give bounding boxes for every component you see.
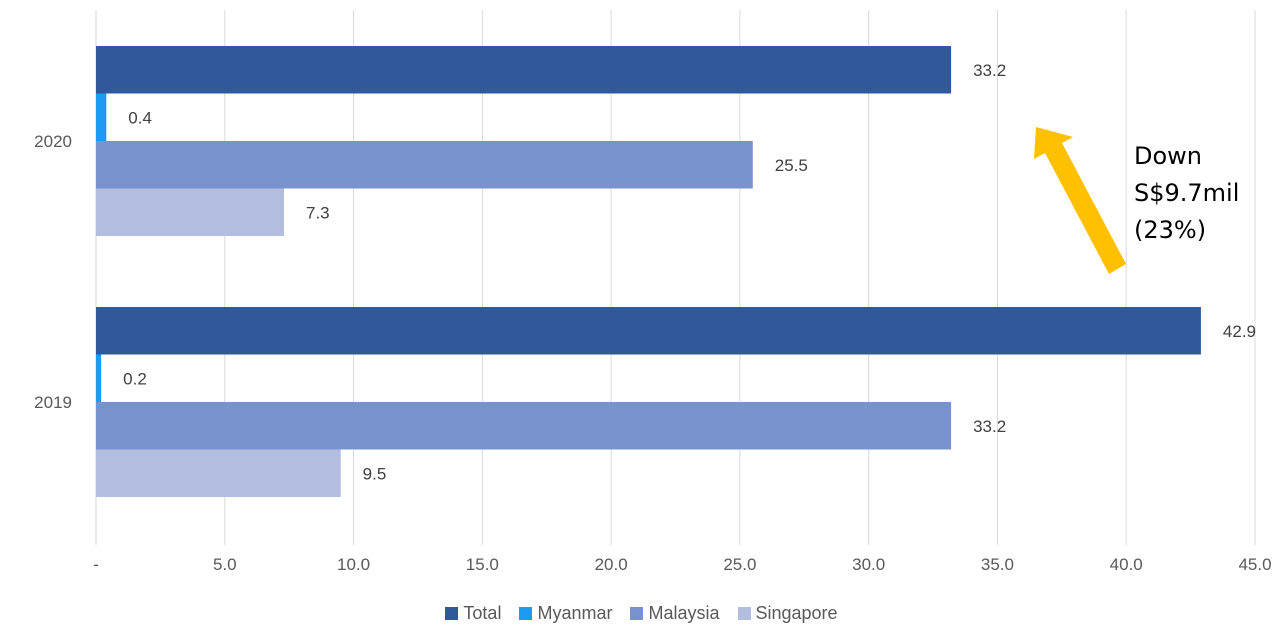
x-tick-label: 15.0: [466, 555, 499, 574]
x-tick-label: 40.0: [1110, 555, 1143, 574]
bar-total-2020: [96, 46, 952, 94]
legend-item-myanmar: Myanmar: [519, 603, 612, 624]
legend-label: Malaysia: [648, 603, 720, 623]
legend-swatch: [737, 607, 751, 620]
legend-swatch: [630, 607, 644, 620]
legend-swatch: [445, 607, 459, 620]
data-label: 42.9: [1223, 322, 1256, 341]
annotation-line-3: (23%): [1134, 216, 1206, 244]
legend-swatch: [519, 607, 533, 620]
data-label: 25.5: [775, 156, 808, 175]
category-labels: 2020 2019: [34, 132, 72, 412]
legend-item-malaysia: Malaysia: [630, 603, 720, 624]
bars: 33.2 0.4 25.5 7.3 42.9 0.2 33.2 9.5: [96, 46, 1256, 497]
category-label: 2019: [34, 393, 72, 412]
x-tick-label: 30.0: [852, 555, 885, 574]
up-arrow-icon: [1034, 127, 1126, 274]
data-label: 0.4: [128, 108, 152, 127]
legend-item-total: Total: [445, 603, 501, 624]
bar-malaysia-2020: [96, 141, 753, 189]
data-label: 33.2: [973, 61, 1006, 80]
legend-label: Total: [463, 603, 502, 623]
legend-label: Myanmar: [537, 603, 613, 623]
x-tick-label: 25.0: [723, 555, 756, 574]
x-tick-label: -: [93, 555, 99, 574]
data-label: 33.2: [973, 417, 1006, 436]
legend-item-singapore: Singapore: [737, 603, 838, 624]
annotation-line-2: S$9.7mil: [1134, 179, 1239, 207]
legend-label: Singapore: [755, 603, 838, 623]
data-label: 7.3: [306, 203, 330, 222]
category-label: 2020: [34, 132, 72, 151]
bar-chart: 33.2 0.4 25.5 7.3 42.9 0.2 33.2 9.5 - 5.0 10.0 15.…: [34, 10, 1272, 574]
x-tick-label: 10.0: [337, 555, 370, 574]
bar-total-2019: [96, 307, 1201, 355]
annotation: Down S$9.7mil (23%): [1034, 127, 1239, 274]
annotation-line-1: Down: [1134, 142, 1202, 170]
bar-myanmar-2020: [96, 93, 107, 141]
bar-malaysia-2019: [96, 402, 952, 450]
x-tick-label: 20.0: [595, 555, 628, 574]
x-tick-label: 5.0: [213, 555, 237, 574]
bar-myanmar-2019: [96, 354, 102, 402]
bar-singapore-2020: [96, 188, 285, 236]
data-label: 9.5: [363, 464, 387, 483]
data-label: 0.2: [123, 369, 147, 388]
x-tick-label: 35.0: [981, 555, 1014, 574]
x-axis-ticks: - 5.0 10.0 15.0 20.0 25.0 30.0 35.0 40.0 45.0: [93, 555, 1271, 574]
x-tick-label: 45.0: [1238, 555, 1271, 574]
bar-singapore-2019: [96, 449, 341, 497]
legend: Total Myanmar Malaysia Singapore: [0, 603, 1283, 624]
